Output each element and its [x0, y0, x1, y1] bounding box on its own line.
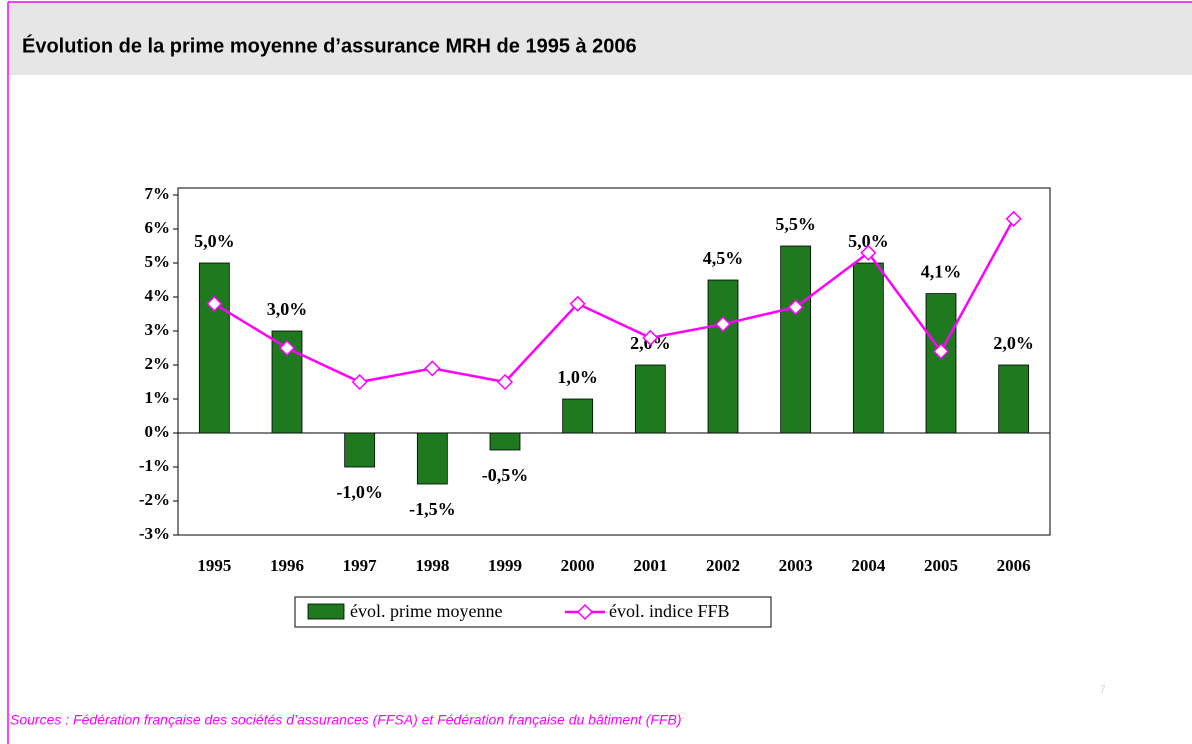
line-marker — [932, 343, 950, 360]
header-band — [8, 2, 1192, 75]
legend-swatch — [307, 603, 345, 620]
y-tick-label: -3% — [139, 524, 170, 543]
line-marker — [714, 316, 732, 333]
value-label: 1,0% — [557, 367, 598, 387]
x-tick-label: 1995 — [197, 556, 231, 575]
x-tick-label: 2001 — [633, 556, 667, 575]
line-marker — [278, 339, 296, 357]
legend-label: évol. prime moyenne — [350, 601, 502, 621]
value-label: 4,5% — [703, 248, 744, 268]
x-tick-label: 2005 — [924, 556, 958, 575]
value-label: 5,0% — [194, 231, 235, 251]
bar — [562, 398, 594, 434]
chart-title: Évolution de la prime moyenne d’assuranc… — [22, 34, 637, 57]
x-tick-label: 2000 — [561, 556, 595, 575]
line-marker — [1005, 210, 1022, 227]
line-marker — [860, 244, 877, 261]
value-label: 5,0% — [848, 231, 889, 251]
line-marker — [642, 329, 659, 346]
value-label: -1,5% — [409, 499, 456, 519]
bar — [416, 432, 448, 485]
value-label: 5,5% — [775, 214, 816, 234]
line-marker — [787, 299, 804, 316]
plot-area — [177, 187, 1051, 536]
value-label: 4,1% — [921, 262, 962, 282]
x-tick-label: 1997 — [343, 556, 378, 575]
x-tick-label: 1996 — [270, 556, 304, 575]
y-tick-label: 1% — [145, 388, 171, 407]
bar — [707, 279, 739, 434]
y-tick-label: 5% — [145, 252, 171, 271]
y-tick-label: 6% — [145, 218, 171, 237]
y-tick-label: -1% — [139, 456, 170, 475]
x-tick-label: 2006 — [997, 556, 1031, 575]
page-number: 7 — [1100, 685, 1106, 696]
bar — [198, 262, 230, 434]
line-marker — [569, 295, 586, 312]
bar — [998, 364, 1030, 434]
bar — [780, 245, 812, 434]
line-marker — [206, 295, 223, 312]
line-marker — [424, 360, 441, 377]
y-tick-label: 7% — [145, 184, 171, 203]
value-label: -0,5% — [482, 465, 529, 485]
legend-label: évol. indice FFB — [609, 601, 730, 621]
line-marker — [496, 373, 514, 391]
value-label: -1,0% — [336, 482, 383, 502]
y-tick-label: 3% — [145, 320, 171, 339]
line — [213, 218, 1015, 384]
y-tick-label: -2% — [139, 490, 170, 509]
source-note: Sources : Fédération française des socié… — [10, 712, 682, 728]
bar — [634, 364, 666, 434]
value-label: 3,0% — [267, 299, 308, 319]
x-tick-label: 2003 — [779, 556, 813, 575]
x-tick-label: 1998 — [415, 556, 449, 575]
legend-marker — [576, 603, 594, 621]
bar — [489, 432, 521, 451]
x-tick-label: 1999 — [488, 556, 522, 575]
bar — [925, 293, 957, 434]
y-tick-label: 2% — [145, 354, 171, 373]
line-marker — [351, 373, 368, 391]
y-tick-label: 4% — [145, 286, 171, 305]
legend-box — [294, 596, 772, 628]
bar — [344, 432, 376, 468]
x-tick-label: 2004 — [851, 556, 886, 575]
y-tick-label: 0% — [145, 422, 171, 441]
bar — [852, 262, 884, 434]
value-label: 2,0% — [993, 333, 1034, 353]
x-tick-label: 2002 — [706, 556, 740, 575]
